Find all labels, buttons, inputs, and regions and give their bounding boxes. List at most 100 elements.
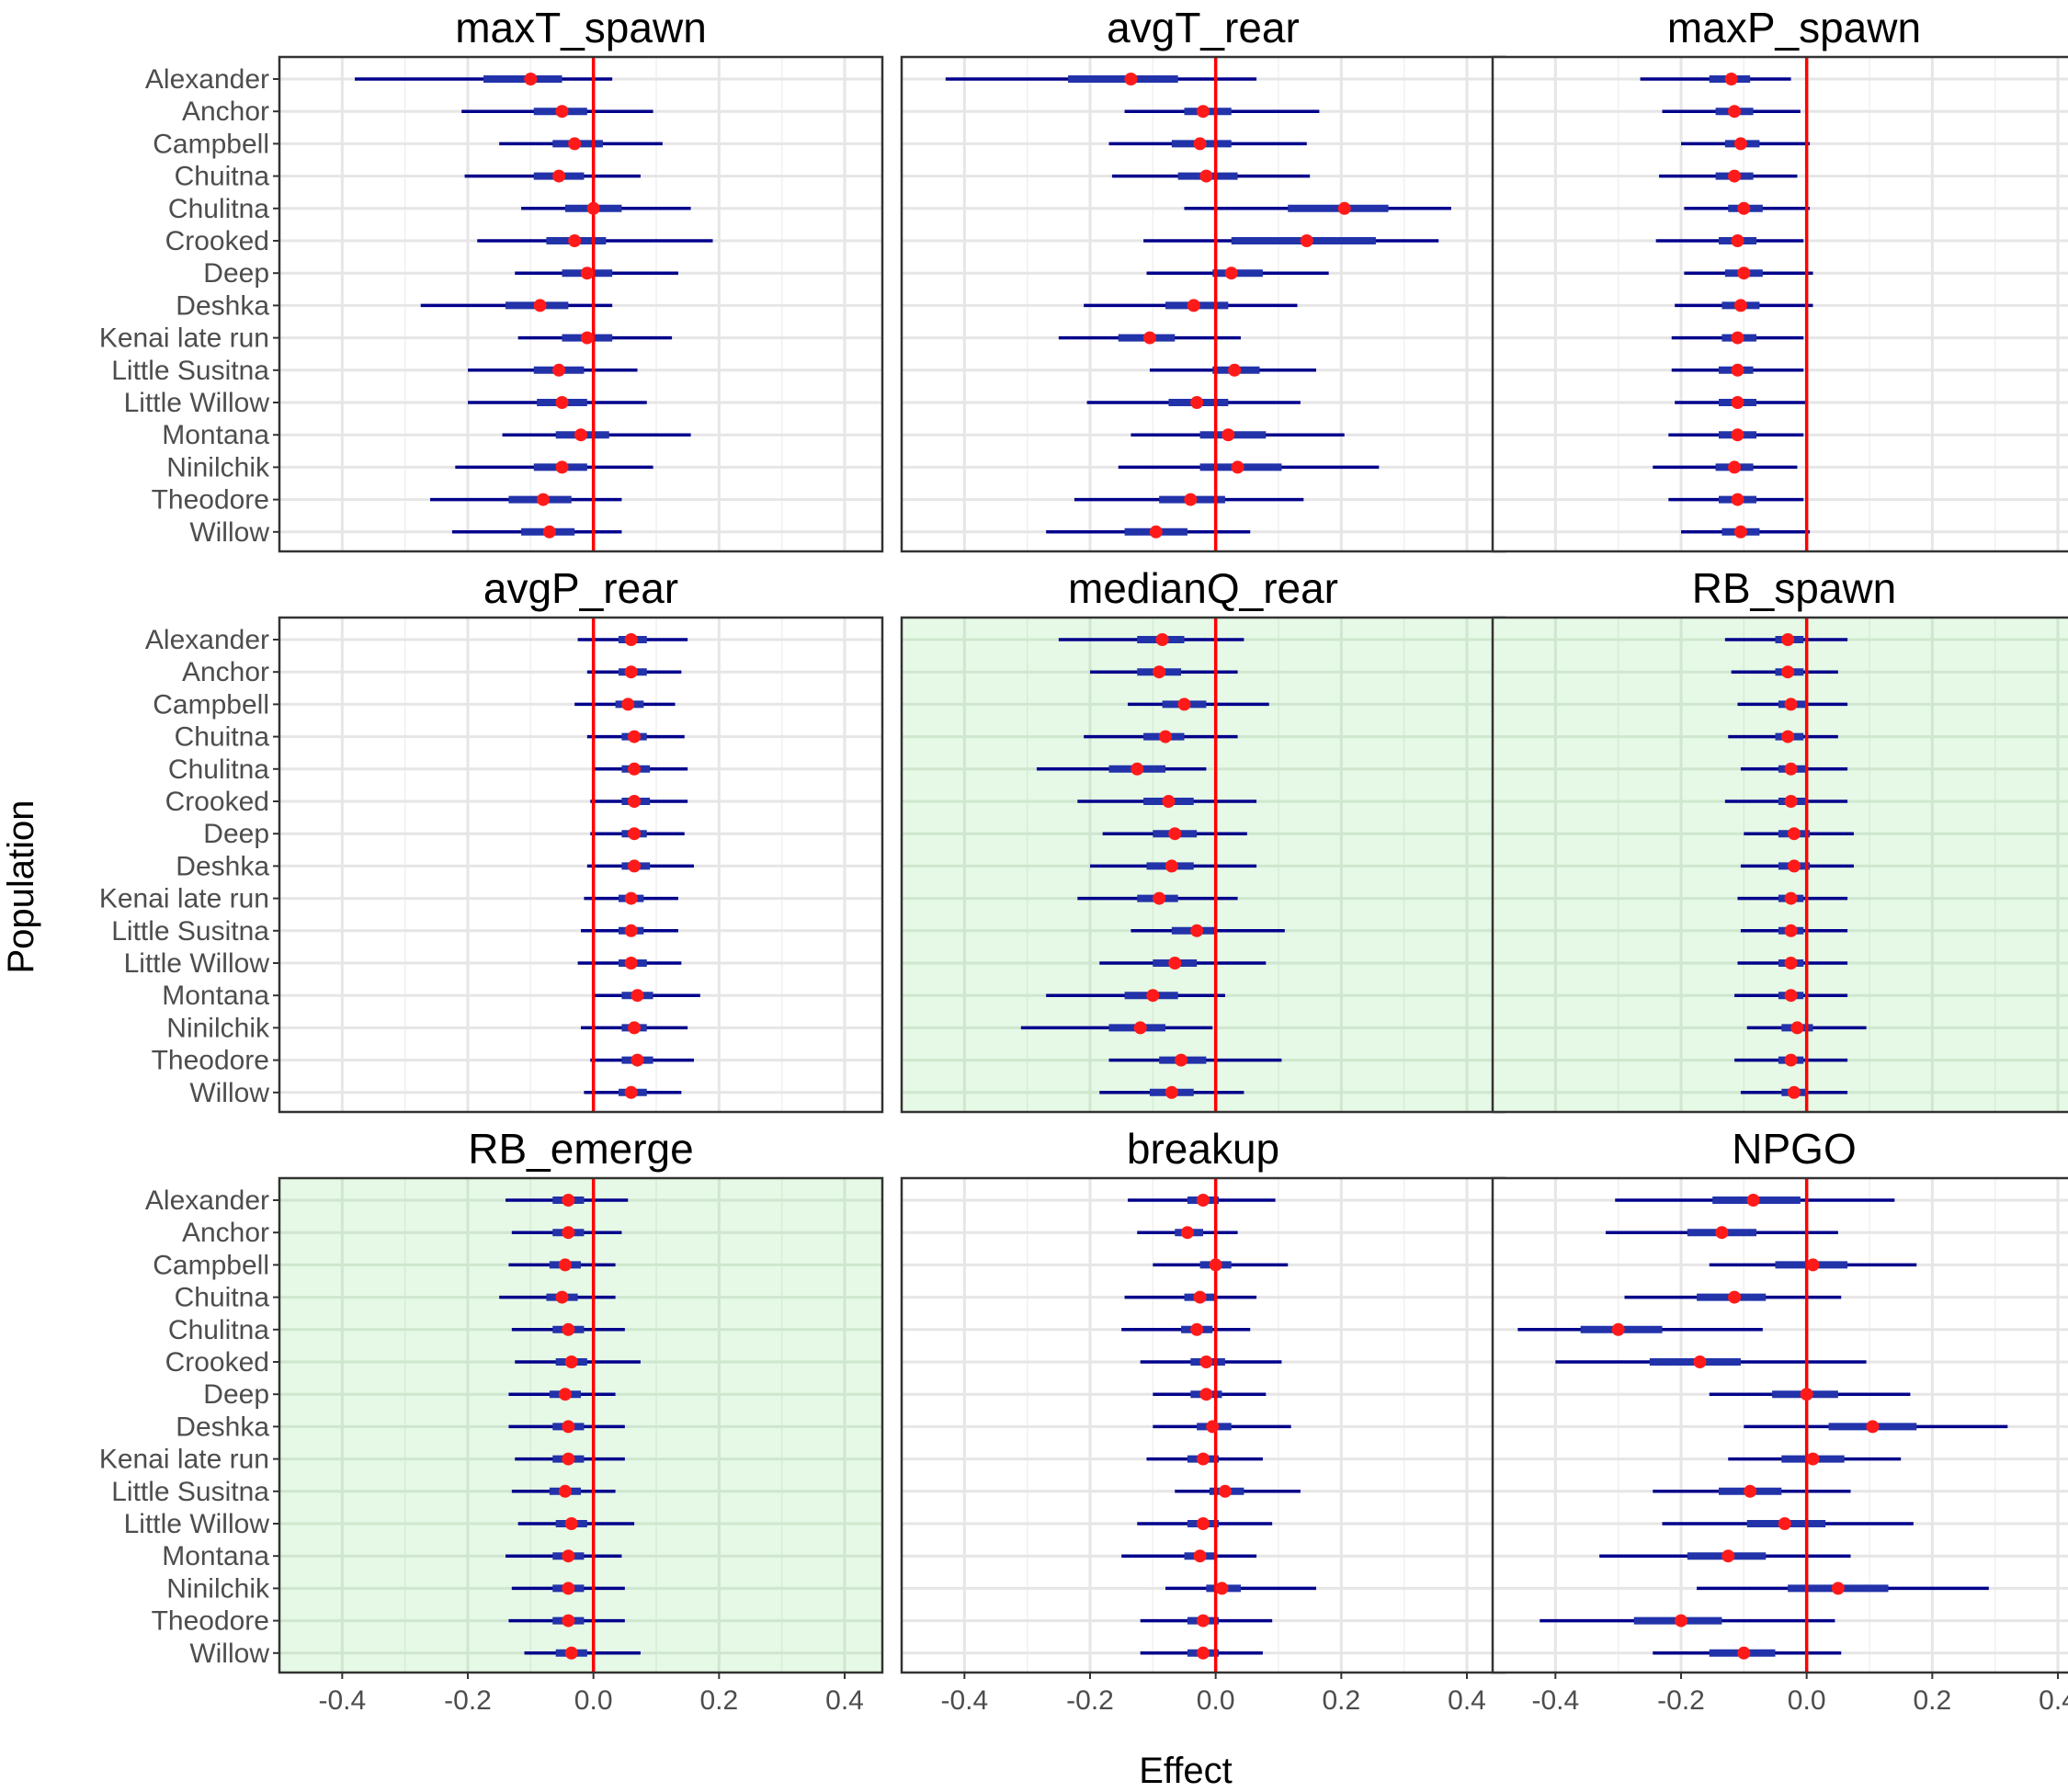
population-label: Anchor xyxy=(182,1218,269,1248)
median-point xyxy=(1784,957,1798,970)
median-point xyxy=(624,633,638,646)
population-label: Anchor xyxy=(182,657,269,687)
median-point xyxy=(568,137,582,151)
median-point xyxy=(631,1053,644,1067)
panel-title: avgP_rear xyxy=(483,564,678,612)
median-point xyxy=(1744,1484,1757,1498)
x-tick-label: -0.4 xyxy=(940,1685,988,1716)
median-point xyxy=(1231,460,1244,474)
median-point xyxy=(1155,633,1169,646)
population-label: Theodore xyxy=(152,1046,269,1076)
x-tick-label: 0.2 xyxy=(1913,1685,1951,1716)
median-point xyxy=(562,1194,575,1207)
median-point xyxy=(1784,924,1798,937)
median-point xyxy=(524,73,538,85)
median-point xyxy=(1168,957,1182,970)
median-point xyxy=(1800,1388,1813,1401)
median-point xyxy=(562,1452,575,1466)
median-point xyxy=(1206,1420,1220,1434)
median-point xyxy=(1168,827,1182,841)
median-point xyxy=(580,267,594,280)
median-point xyxy=(1728,105,1742,119)
median-point xyxy=(628,827,642,841)
median-point xyxy=(1162,795,1176,808)
median-point xyxy=(1731,493,1744,506)
median-point xyxy=(1190,396,1204,409)
population-label: Crooked xyxy=(165,1347,269,1378)
median-point xyxy=(562,1614,575,1628)
x-tick-label: 0.0 xyxy=(1788,1685,1826,1716)
median-point xyxy=(1731,396,1744,409)
median-point xyxy=(1149,525,1163,539)
median-point xyxy=(562,1420,575,1434)
median-point xyxy=(562,1582,575,1595)
median-point xyxy=(1731,234,1744,247)
median-point xyxy=(1784,1053,1798,1067)
population-label: Crooked xyxy=(165,226,269,256)
population-label: Deep xyxy=(203,258,269,289)
panel-border xyxy=(1491,1176,2068,1674)
median-point xyxy=(1187,299,1200,312)
median-point xyxy=(628,1021,642,1035)
median-point xyxy=(1724,73,1738,85)
median-point xyxy=(1778,1517,1791,1530)
population-label: Crooked xyxy=(165,787,269,817)
median-point xyxy=(1737,267,1751,280)
median-point xyxy=(628,859,642,873)
median-point xyxy=(1806,1258,1820,1272)
panel-title: RB_emerge xyxy=(468,1125,693,1173)
x-tick-label: 0.2 xyxy=(699,1685,738,1716)
median-point xyxy=(574,428,587,442)
population-label: Willow xyxy=(189,1639,269,1669)
median-point xyxy=(586,201,600,215)
panel-maxP_spawn: maxP_spawn xyxy=(1491,4,2068,553)
population-label: Montana xyxy=(162,420,269,450)
median-point xyxy=(1197,105,1210,119)
x-tick-label: 0.0 xyxy=(1197,1685,1235,1716)
median-point xyxy=(1781,665,1795,679)
population-label: Chulitna xyxy=(168,194,269,224)
median-point xyxy=(1784,762,1798,776)
population-label: Little Susitna xyxy=(111,916,269,947)
panel-avgT_rear: avgT_rear xyxy=(900,4,1506,553)
median-point xyxy=(1224,267,1238,280)
median-point xyxy=(1733,525,1747,539)
median-point xyxy=(1784,698,1798,711)
population-label: Alexander xyxy=(145,625,269,655)
median-point xyxy=(1190,1322,1204,1336)
median-point xyxy=(631,989,644,1003)
median-point xyxy=(1728,169,1742,183)
median-point xyxy=(1131,762,1144,776)
median-point xyxy=(562,1549,575,1563)
population-label: Chulitna xyxy=(168,754,269,785)
median-point xyxy=(580,331,594,345)
median-point xyxy=(568,234,582,247)
median-point xyxy=(628,730,642,743)
median-point xyxy=(1781,730,1795,743)
x-tick-label: -0.4 xyxy=(318,1685,366,1716)
median-point xyxy=(555,396,569,409)
median-point xyxy=(1215,1582,1229,1595)
median-point xyxy=(1142,331,1156,345)
median-point xyxy=(542,525,556,539)
median-point xyxy=(1693,1355,1707,1368)
population-label: Deshka xyxy=(176,851,269,881)
population-label: Kenai late run xyxy=(99,323,269,354)
x-tick-label: 0.4 xyxy=(1448,1685,1486,1716)
population-label: Campbell xyxy=(153,689,269,720)
population-label: Ninilchik xyxy=(166,1013,270,1043)
median-point xyxy=(1180,1226,1194,1240)
median-point xyxy=(1197,1646,1210,1660)
median-point xyxy=(564,1517,578,1530)
median-point xyxy=(1784,795,1798,808)
x-tick-label: -0.2 xyxy=(1066,1685,1114,1716)
median-point xyxy=(1199,169,1213,183)
y-axis-title: Population xyxy=(1,800,41,973)
population-label: Deep xyxy=(203,819,269,849)
median-point xyxy=(1737,201,1751,215)
population-label: Kenai late run xyxy=(99,884,269,914)
panel-avgP_rear: avgP_rearAlexanderAnchorCampbellChuitnaC… xyxy=(99,564,884,1114)
population-label: Little Willow xyxy=(124,948,270,979)
median-point xyxy=(1153,891,1166,905)
